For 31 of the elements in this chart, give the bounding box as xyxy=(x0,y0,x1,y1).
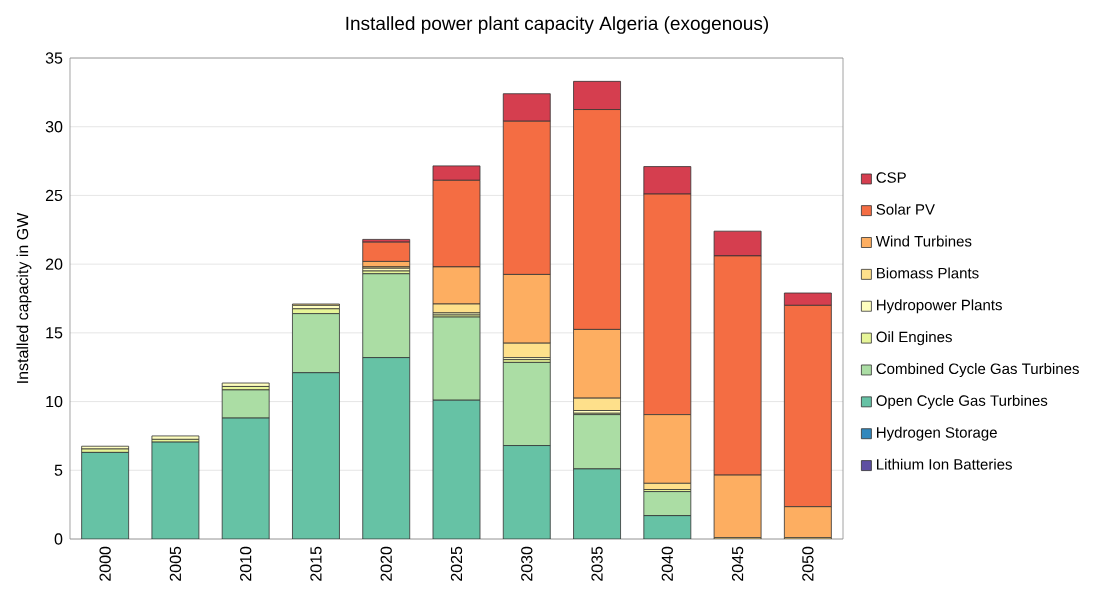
x-tick-label: 2035 xyxy=(591,546,603,581)
x-tick-label: 2010 xyxy=(240,546,252,581)
legend-label: Hydropower Plants xyxy=(877,299,1002,314)
chart-title: Installed power plant capacity Algeria (exogenous) xyxy=(346,16,769,34)
y-axis-title: Installed capacity in GW xyxy=(16,212,32,383)
y-tick-label: 35 xyxy=(45,52,63,64)
y-tick-label: 0 xyxy=(54,533,63,545)
x-tick-label: 2000 xyxy=(99,546,111,581)
y-tick-label: 5 xyxy=(54,464,63,476)
legend-label: Biomass Plants xyxy=(877,267,979,279)
x-tick-label: 2025 xyxy=(450,546,463,581)
x-tick-label: 2050 xyxy=(802,546,814,581)
x-tick-label: 2045 xyxy=(731,546,744,581)
legend-label: Lithium Ion Batteries xyxy=(877,458,1012,470)
legend-label: Combined Cycle Gas Turbines xyxy=(876,363,1079,378)
y-tick-label: 30 xyxy=(45,121,63,133)
x-tick-label: 2030 xyxy=(521,546,533,581)
x-tick-label: 2020 xyxy=(380,546,392,581)
x-tick-label: 2040 xyxy=(661,546,673,581)
x-tick-label: 2005 xyxy=(169,546,182,581)
y-tick-label: 10 xyxy=(46,395,63,408)
legend-label: Wind Turbines xyxy=(875,235,972,247)
legend-label: Oil Engines xyxy=(876,331,952,346)
legend-label: CSP xyxy=(876,172,906,183)
legend-label: Open Cycle Gas Turbines xyxy=(876,394,1048,409)
y-tick-label: 25 xyxy=(45,189,63,202)
legend-label: Solar PV xyxy=(876,203,935,215)
x-tick-label: 2015 xyxy=(310,546,322,581)
legend-label: Hydrogen Storage xyxy=(877,426,997,441)
y-tick-label: 15 xyxy=(46,327,63,339)
y-tick-label: 20 xyxy=(45,258,63,270)
